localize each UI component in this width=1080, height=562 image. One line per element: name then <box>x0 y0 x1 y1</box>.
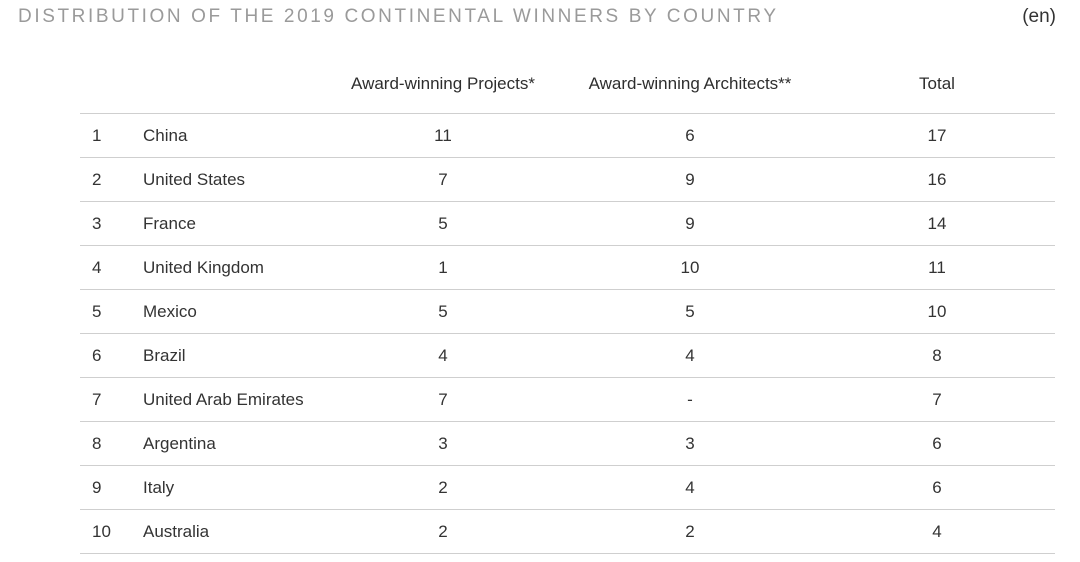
architects-cell: - <box>687 390 693 409</box>
table-row: 8 Argentina 3 3 6 <box>80 421 1055 465</box>
country-cell: Australia <box>143 522 210 541</box>
rank-cell: 8 <box>92 434 102 453</box>
table-row: 2 United States 7 9 16 <box>80 157 1055 201</box>
projects-cell: 7 <box>438 390 448 409</box>
total-cell: 6 <box>932 434 942 453</box>
total-cell: 6 <box>932 478 942 497</box>
table-row: 5 Mexico 5 5 10 <box>80 289 1055 333</box>
language-toggle[interactable]: (en) <box>1022 6 1056 27</box>
country-cell: Argentina <box>143 434 216 453</box>
table-body: 1 China 11 6 17 2 United States 7 9 16 3… <box>80 113 1055 554</box>
country-cell: Italy <box>143 478 175 497</box>
column-header-projects: Award-winning Projects* <box>351 74 535 93</box>
table-row: 10 Australia 2 2 4 <box>80 509 1055 554</box>
table-row: 6 Brazil 4 4 8 <box>80 333 1055 377</box>
rank-cell: 1 <box>92 126 102 145</box>
rank-cell: 2 <box>92 170 102 189</box>
table-row: 1 China 11 6 17 <box>80 113 1055 157</box>
architects-cell: 5 <box>685 302 695 321</box>
projects-cell: 1 <box>438 258 448 277</box>
architects-cell: 9 <box>685 170 695 189</box>
projects-cell: 3 <box>438 434 448 453</box>
projects-cell: 5 <box>438 302 448 321</box>
rank-cell: 6 <box>92 346 102 365</box>
country-cell: Brazil <box>143 346 186 365</box>
total-cell: 7 <box>932 390 942 409</box>
rank-cell: 5 <box>92 302 102 321</box>
projects-cell: 2 <box>438 478 448 497</box>
country-cell: United Kingdom <box>143 258 264 277</box>
total-cell: 17 <box>927 126 947 145</box>
rank-cell: 10 <box>92 522 111 541</box>
country-cell: China <box>143 126 188 145</box>
table-row: 7 United Arab Emirates 7 - 7 <box>80 377 1055 421</box>
total-cell: 8 <box>932 346 942 365</box>
column-header-total: Total <box>919 74 955 93</box>
architects-cell: 6 <box>685 126 695 145</box>
table-row: 9 Italy 2 4 6 <box>80 465 1055 509</box>
table-row: 3 France 5 9 14 <box>80 201 1055 245</box>
total-cell: 4 <box>932 522 942 541</box>
rank-cell: 4 <box>92 258 102 277</box>
projects-cell: 7 <box>438 170 448 189</box>
column-header-architects: Award-winning Architects** <box>588 74 792 93</box>
projects-cell: 5 <box>438 214 448 233</box>
page-title: DISTRIBUTION OF THE 2019 CONTINENTAL WIN… <box>18 6 779 27</box>
table-header: Award-winning Projects* Award-winning Ar… <box>80 74 1055 104</box>
total-cell: 10 <box>927 302 947 321</box>
total-cell: 11 <box>928 258 946 277</box>
rank-cell: 9 <box>92 478 102 497</box>
rank-cell: 7 <box>92 390 102 409</box>
projects-cell: 2 <box>438 522 448 541</box>
projects-cell: 4 <box>438 346 448 365</box>
architects-cell: 10 <box>680 258 700 277</box>
architects-cell: 4 <box>685 478 695 497</box>
total-cell: 14 <box>927 214 947 233</box>
architects-cell: 3 <box>685 434 695 453</box>
projects-cell: 11 <box>434 126 452 145</box>
architects-cell: 2 <box>685 522 695 541</box>
country-cell: United Arab Emirates <box>143 390 304 409</box>
country-cell: France <box>143 214 196 233</box>
total-cell: 16 <box>927 170 947 189</box>
table-row: 4 United Kingdom 1 10 11 <box>80 245 1055 289</box>
architects-cell: 4 <box>685 346 695 365</box>
country-cell: Mexico <box>143 302 197 321</box>
rank-cell: 3 <box>92 214 102 233</box>
architects-cell: 9 <box>685 214 695 233</box>
country-cell: United States <box>143 170 246 189</box>
